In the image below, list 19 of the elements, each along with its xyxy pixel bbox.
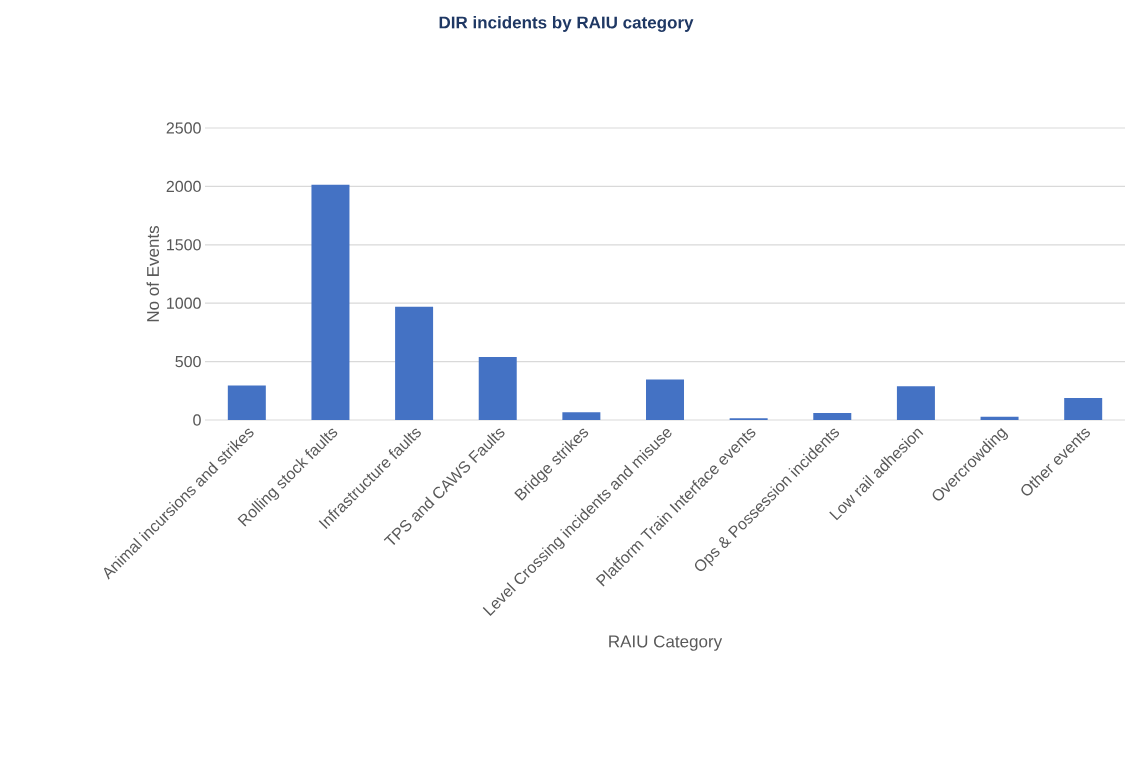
y-tick-label: 0: [193, 414, 201, 426]
bar: [227, 385, 266, 420]
bar: [311, 184, 350, 420]
bar: [980, 416, 1019, 420]
bar: [562, 412, 601, 420]
bar: [646, 379, 685, 420]
chart-title: DIR incidents by RAIU category: [439, 16, 694, 32]
bar: [896, 386, 935, 420]
y-tick-label: 2000: [166, 180, 201, 193]
y-tick-label: 500: [175, 355, 201, 368]
y-tick-label: 1500: [167, 239, 201, 251]
bar: [395, 306, 434, 420]
bar: [813, 412, 852, 420]
x-axis-title: RAIU Category: [609, 635, 723, 651]
y-axis-title: No of Events: [146, 225, 160, 322]
bar: [478, 356, 517, 420]
y-tick-label: 1000: [167, 297, 201, 309]
y-tick-label: 2500: [166, 122, 201, 134]
bar: [1064, 398, 1103, 420]
